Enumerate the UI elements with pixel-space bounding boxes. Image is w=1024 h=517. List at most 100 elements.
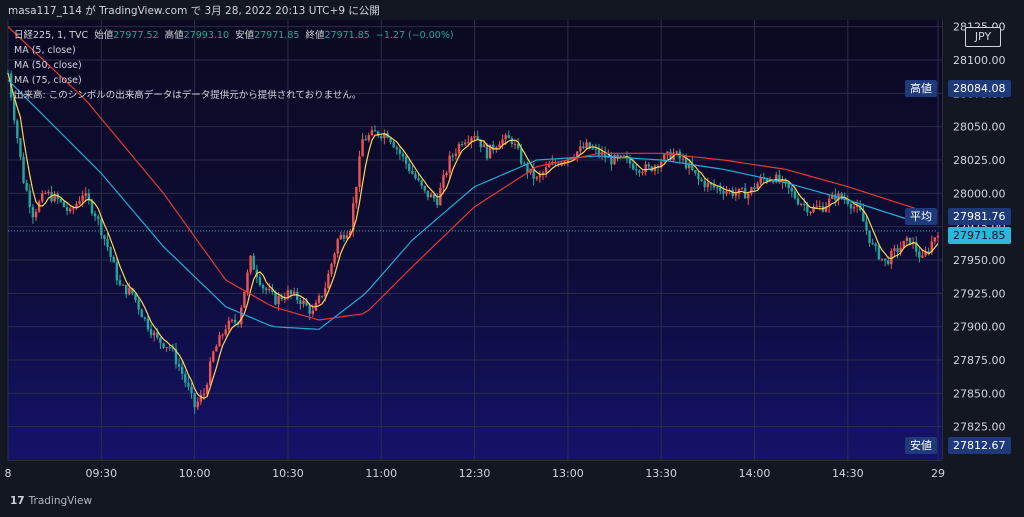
x-tick-label: 29 <box>931 467 945 480</box>
candle-body <box>370 130 374 136</box>
candle-body <box>504 135 507 140</box>
candle-body <box>849 203 853 209</box>
candle-body <box>202 393 206 396</box>
tradingview-logo[interactable]: 17 TradingView <box>10 495 93 507</box>
candle-body <box>355 186 358 204</box>
candle-body <box>317 295 321 303</box>
candle-body <box>134 293 137 301</box>
candle-body <box>34 211 38 218</box>
candle-body <box>420 180 423 186</box>
candle-body <box>492 144 495 150</box>
tv-logo-icon: 17 <box>10 495 25 507</box>
candle-body <box>131 288 134 294</box>
candle-body <box>628 157 632 164</box>
candle-body <box>196 401 199 408</box>
candle-body <box>603 152 607 158</box>
candle-body <box>159 337 162 344</box>
candle-body <box>128 288 131 295</box>
candle-body <box>846 199 849 204</box>
ma5-legend[interactable]: MA (5, close) <box>14 45 76 56</box>
candle-body <box>460 144 464 146</box>
candle-body <box>899 247 902 252</box>
candle-body <box>274 291 277 305</box>
candle-body <box>719 187 722 191</box>
candle-body <box>715 187 719 189</box>
candle-body <box>694 170 697 174</box>
candle-body <box>877 245 881 260</box>
candle-body <box>663 154 666 162</box>
candle-body <box>812 207 815 213</box>
candle-body <box>22 156 25 183</box>
candle-body <box>775 174 778 183</box>
candle-body <box>532 168 535 179</box>
candle-body <box>233 319 237 323</box>
candle-body <box>352 203 355 232</box>
candle-body <box>212 351 215 362</box>
candle-body <box>230 319 234 321</box>
candle-body <box>121 284 125 286</box>
candle-body <box>619 155 622 157</box>
footer: 17 TradingView <box>0 484 1024 517</box>
candle-body <box>78 201 81 204</box>
candle-body <box>927 251 930 253</box>
candle-body <box>588 142 591 149</box>
candle-body <box>146 318 150 330</box>
candle-body <box>280 295 283 300</box>
candle-body <box>143 317 147 319</box>
candle-body <box>933 237 937 242</box>
ma75-legend[interactable]: MA (75, close) <box>14 75 82 86</box>
candle-body <box>548 164 551 168</box>
candle-body <box>731 190 734 196</box>
symbol-label: 日経225, 1, TVC <box>14 30 89 41</box>
candle-body <box>56 194 59 199</box>
candle-body <box>240 307 243 325</box>
candle-body <box>666 151 669 155</box>
candle-body <box>395 147 398 150</box>
candle-body <box>765 178 769 182</box>
currency-button[interactable]: JPY <box>965 27 1001 47</box>
candle-body <box>208 361 212 385</box>
y-tick-label: 27950.00 <box>953 254 1006 267</box>
ma50-legend[interactable]: MA (50, close) <box>14 60 82 71</box>
candle-body <box>152 332 156 336</box>
candle-body <box>616 154 619 157</box>
candle-body <box>896 248 899 252</box>
candle-body <box>426 190 430 198</box>
candle-body <box>631 163 635 170</box>
candle-body <box>778 174 781 183</box>
candle-body <box>890 250 893 265</box>
candle-body <box>156 332 159 338</box>
candle-body <box>575 151 579 158</box>
candle-body <box>224 329 227 335</box>
x-tick-label: 11:00 <box>365 467 397 480</box>
candle-body <box>221 334 224 336</box>
candle-body <box>302 300 305 305</box>
low-tag-value: 27812.67 <box>948 437 1011 454</box>
candle-body <box>327 273 330 289</box>
time-axis[interactable] <box>8 460 942 485</box>
ohlc-legend[interactable]: 日経225, 1, TVC 始値27977.52 高値27993.10 安値27… <box>14 30 454 41</box>
candle-body <box>700 179 703 181</box>
candle-body <box>93 213 97 217</box>
candle-body <box>90 200 94 214</box>
candle-body <box>781 179 784 183</box>
candle-body <box>874 243 877 246</box>
candle-body <box>787 182 790 189</box>
candle-body <box>345 235 349 239</box>
x-tick-label: 14:30 <box>832 467 864 480</box>
candle-body <box>799 203 803 205</box>
x-tick-label: 12:30 <box>459 467 491 480</box>
candle-body <box>520 148 523 164</box>
candle-body <box>187 382 190 387</box>
candle-body <box>417 178 420 181</box>
candle-body <box>358 156 361 187</box>
candle-body <box>510 138 514 144</box>
candle-body <box>855 205 859 207</box>
candle-body <box>535 177 538 179</box>
candle-body <box>333 253 336 264</box>
candle-body <box>184 373 187 383</box>
candle-body <box>389 137 392 143</box>
candle-body <box>25 182 28 191</box>
candle-body <box>392 142 395 148</box>
candle-body <box>622 155 626 157</box>
